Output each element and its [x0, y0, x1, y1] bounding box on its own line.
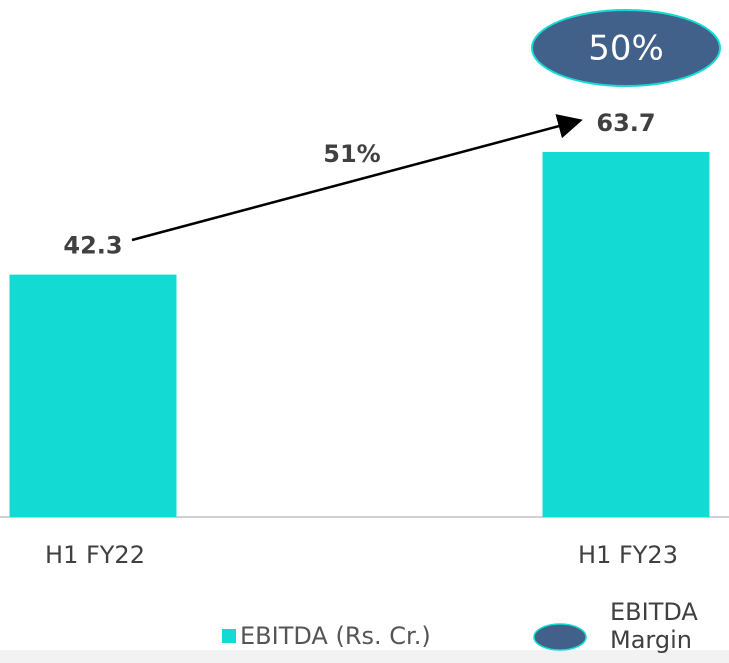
- bar: [9, 274, 177, 517]
- value-label: 63.7: [596, 109, 655, 137]
- x-tick-label: H1 FY22: [45, 541, 145, 569]
- legend-margin-swatch: [533, 623, 587, 651]
- margin-label: 50%: [588, 29, 664, 69]
- footer-band: [0, 650, 729, 663]
- value-label: 42.3: [63, 232, 122, 260]
- legend-label: EBITDA (Rs. Cr.): [240, 622, 431, 650]
- margin-bubble: [531, 9, 721, 87]
- x-tick-label: H1 FY23: [578, 541, 678, 569]
- bar: [542, 152, 710, 517]
- legend-margin-label: EBITDA Margin: [610, 598, 698, 654]
- growth-arrow: [131, 114, 583, 242]
- growth-label: 51%: [323, 140, 380, 168]
- legend-swatch: [222, 629, 236, 643]
